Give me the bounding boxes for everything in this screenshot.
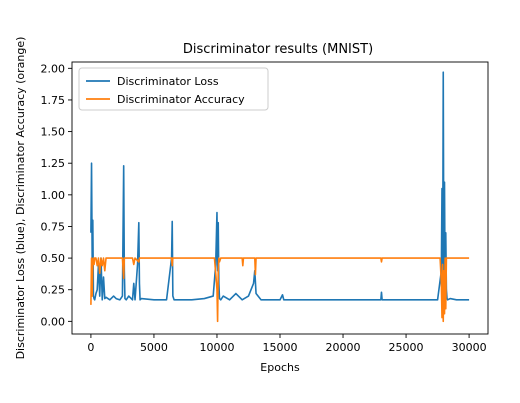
x-tick-label: 20000 [326,341,361,354]
x-tick-label: 10000 [199,341,234,354]
y-tick-label: 0.50 [41,252,66,265]
y-tick-label: 0.00 [41,315,66,328]
y-tick-label: 2.00 [41,62,66,75]
legend: Discriminator Loss Discriminator Accuracy [78,67,269,111]
legend-label: Discriminator Loss [117,75,219,88]
y-axis-label: Discriminator Loss (blue), Discriminator… [14,37,27,360]
x-axis-label: Epochs [260,361,300,374]
y-tick-label: 1.25 [41,157,66,170]
y-tick-label: 0.25 [41,284,66,297]
x-tick-label: 5000 [140,341,168,354]
legend-entries: Discriminator Loss Discriminator Accuracy [86,75,245,106]
x-tick-label: 0 [87,341,94,354]
series-line-accuracy [90,257,470,323]
legend-label: Discriminator Accuracy [117,93,245,106]
legend-box [78,67,269,111]
y-axis: 0.00 0.25 0.50 0.75 1.00 1.25 1.50 1.75 2.00 [41,62,72,328]
x-tick-label: 15000 [263,341,298,354]
y-tick-label: 0.75 [41,220,66,233]
chart-title: Discriminator results (MNIST) [183,42,373,57]
series-layer [90,71,470,323]
y-tick-label: 1.00 [41,189,66,202]
x-tick-label: 30000 [452,341,487,354]
y-tick-label: 1.75 [41,94,66,107]
y-tick-label: 1.50 [41,126,66,139]
x-axis: 0 5000 10000 15000 20000 25000 30000 [87,334,487,354]
x-tick-label: 25000 [389,341,424,354]
